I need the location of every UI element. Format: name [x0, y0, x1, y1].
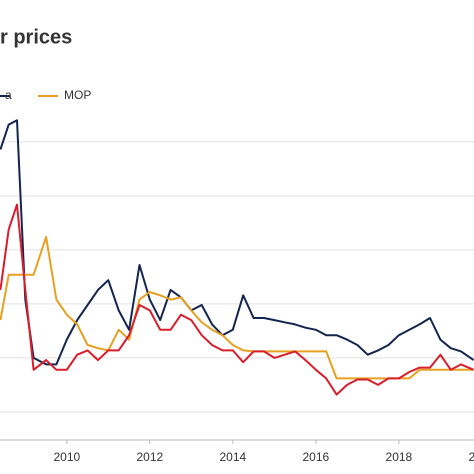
series-line [0, 203, 474, 396]
x-tick-label: 2016 [303, 450, 330, 464]
x-tick-label: 2012 [136, 450, 163, 464]
series-line [0, 119, 474, 366]
legend-label: MOP [64, 88, 91, 102]
x-tick-label: 2014 [219, 450, 246, 464]
chart-title: r prices [0, 26, 72, 48]
x-tick-label: 2018 [386, 450, 413, 464]
series-line [0, 236, 474, 380]
x-tick-label: 2020 [469, 450, 474, 464]
legend-label: a [5, 88, 12, 102]
x-tick-label: 2010 [53, 450, 80, 464]
